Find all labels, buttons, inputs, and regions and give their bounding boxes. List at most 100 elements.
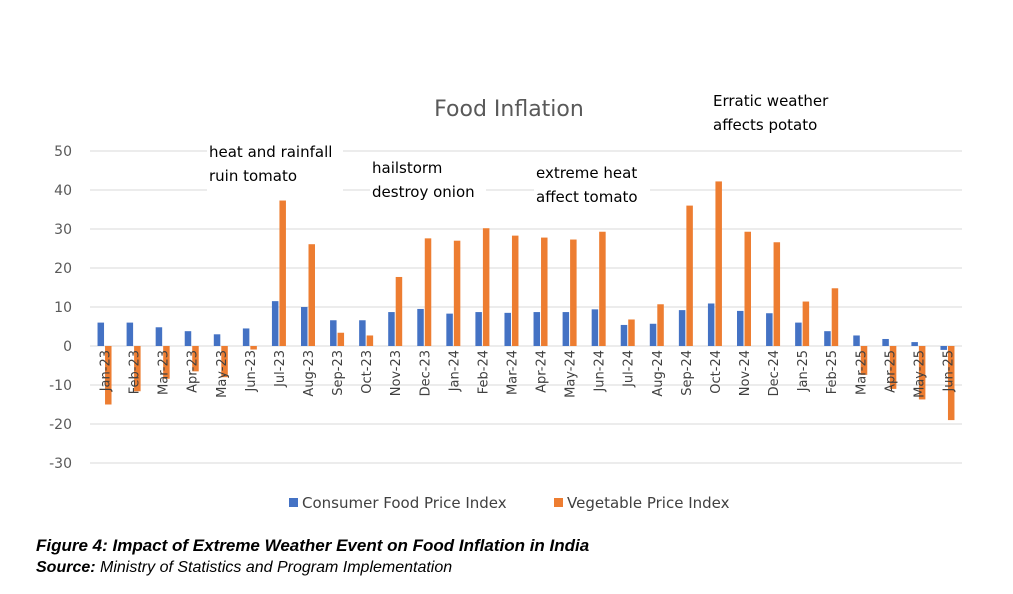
vpi-bar bbox=[773, 242, 781, 346]
cfpi-bar bbox=[620, 324, 628, 346]
cfpi-bar bbox=[853, 335, 860, 346]
figure-caption: Figure 4: Impact of Extreme Weather Even… bbox=[36, 534, 996, 579]
legend-cfpi-label: Consumer Food Price Index bbox=[302, 494, 507, 512]
annotation-text: ruin tomato bbox=[209, 167, 297, 185]
cfpi-bar bbox=[562, 312, 570, 346]
vpi-bar bbox=[918, 346, 926, 400]
legend-cfpi-swatch bbox=[289, 498, 298, 507]
vpi-bar bbox=[570, 239, 577, 346]
vpi-bar bbox=[366, 335, 374, 346]
vpi-bar bbox=[453, 240, 461, 346]
x-tick-label: Dec-24 bbox=[767, 350, 782, 396]
y-tick-label: -20 bbox=[49, 417, 72, 433]
chart-title: Food Inflation bbox=[434, 97, 584, 122]
cfpi-bar bbox=[649, 323, 657, 346]
x-tick-label: Jan-24 bbox=[447, 350, 462, 392]
cfpi-bar bbox=[591, 309, 599, 346]
vpi-bar bbox=[337, 332, 345, 346]
x-tick-label: Mar-23 bbox=[157, 350, 172, 395]
x-tick-label: Mar-25 bbox=[854, 350, 869, 395]
vpi-bar bbox=[511, 235, 519, 346]
cfpi-bar bbox=[795, 322, 802, 346]
chart-area: 50 40 30 20 10 0 -10 -20 -30 Food Inflation heat a… bbox=[49, 88, 962, 512]
x-tick-label: Feb-25 bbox=[825, 350, 840, 394]
x-tick-label: May-24 bbox=[564, 350, 579, 398]
vpi-bar bbox=[221, 346, 228, 378]
cfpi-bar bbox=[533, 312, 541, 346]
x-tick-label: May-25 bbox=[912, 350, 927, 398]
x-tick-label: Apr-24 bbox=[535, 350, 550, 393]
vpi-bar bbox=[686, 205, 693, 346]
annotation-text: extreme heat bbox=[536, 164, 637, 182]
annotation-text: destroy onion bbox=[372, 183, 475, 201]
x-tick-label: Aug-23 bbox=[302, 350, 317, 397]
y-tick-label: 0 bbox=[63, 339, 72, 355]
cfpi-bar bbox=[824, 331, 831, 346]
cfpi-bar bbox=[388, 312, 395, 346]
vpi-bar bbox=[424, 238, 432, 346]
vpi-bar bbox=[889, 346, 897, 389]
x-tick-label: Jun-23 bbox=[244, 350, 259, 393]
y-tick-label: 40 bbox=[54, 183, 72, 199]
vpi-bar bbox=[628, 319, 635, 346]
cfpi-bar bbox=[475, 312, 482, 346]
x-tick-label: Sep-23 bbox=[331, 350, 346, 396]
x-tick-label: Feb-23 bbox=[128, 350, 143, 394]
annotation-box bbox=[370, 155, 486, 207]
food-inflation-chart: 50 40 30 20 10 0 -10 -20 -30 Food Inflation heat a… bbox=[49, 88, 962, 512]
cfpi-bar bbox=[126, 322, 134, 346]
annotation-text: heat and rainfall bbox=[209, 143, 332, 161]
cfpi-bar bbox=[155, 327, 163, 346]
source-text: Ministry of Statistics and Program Imple… bbox=[95, 559, 453, 576]
cfpi-bar bbox=[766, 313, 773, 346]
x-tick-label: Sep-24 bbox=[680, 350, 695, 396]
vpi-bar bbox=[715, 181, 722, 346]
x-tick-label: Mar-24 bbox=[505, 350, 520, 395]
figure-source: Source: Ministry of Statistics and Progr… bbox=[36, 557, 996, 579]
legend-vpi-label: Vegetable Price Index bbox=[567, 494, 730, 512]
y-tick-label: 20 bbox=[54, 261, 72, 277]
cfpi-bar bbox=[737, 310, 744, 346]
figure-title: Figure 4: Impact of Extreme Weather Even… bbox=[36, 536, 590, 555]
vpi-bar bbox=[105, 346, 112, 405]
vpi-bar bbox=[831, 288, 839, 346]
annotation-text: affects potato bbox=[713, 116, 817, 134]
vpi-bar bbox=[744, 231, 751, 346]
vpi-bar bbox=[279, 200, 286, 346]
vpi-bar bbox=[134, 346, 141, 392]
vpi-bar bbox=[482, 228, 490, 346]
cfpi-bar bbox=[940, 346, 947, 350]
y-tick-label: 30 bbox=[54, 222, 72, 238]
source-label: Source: bbox=[36, 559, 96, 576]
x-tick-label: Oct-23 bbox=[360, 350, 375, 394]
vpi-bar bbox=[947, 346, 955, 421]
cfpi-bar bbox=[707, 303, 715, 346]
x-tick-label: Nov-24 bbox=[738, 350, 753, 396]
cfpi-bar bbox=[330, 320, 337, 346]
annotation-box bbox=[711, 88, 837, 140]
annotation-text: Erratic weather bbox=[713, 92, 829, 110]
cfpi-bar bbox=[446, 313, 453, 346]
vpi-bar bbox=[308, 244, 315, 346]
x-tick-label: Apr-23 bbox=[186, 350, 201, 393]
y-tick-label: -30 bbox=[49, 456, 72, 472]
x-tick-label: Oct-24 bbox=[709, 350, 724, 394]
vpi-bar bbox=[860, 346, 868, 375]
x-tick-label: Jan-23 bbox=[99, 350, 114, 392]
x-tick-label: Aug-24 bbox=[651, 350, 666, 397]
vpi-bar bbox=[163, 346, 170, 379]
vpi-bar bbox=[657, 304, 664, 346]
x-tick-label: Jul-24 bbox=[622, 350, 637, 388]
cfpi-bar bbox=[271, 301, 279, 346]
cfpi-bar bbox=[97, 322, 105, 346]
annotation-text: hailstorm bbox=[372, 159, 442, 177]
cfpi-bar bbox=[242, 328, 250, 346]
x-tick-label: Jun-25 bbox=[941, 350, 956, 393]
cfpi-bar bbox=[184, 331, 192, 346]
cfpi-bar bbox=[213, 334, 221, 346]
vpi-bar bbox=[250, 346, 257, 350]
x-tick-label: May-23 bbox=[215, 350, 230, 398]
annotation-box bbox=[207, 139, 343, 191]
cfpi-bar bbox=[678, 310, 686, 346]
y-tick-label: 10 bbox=[54, 300, 72, 316]
